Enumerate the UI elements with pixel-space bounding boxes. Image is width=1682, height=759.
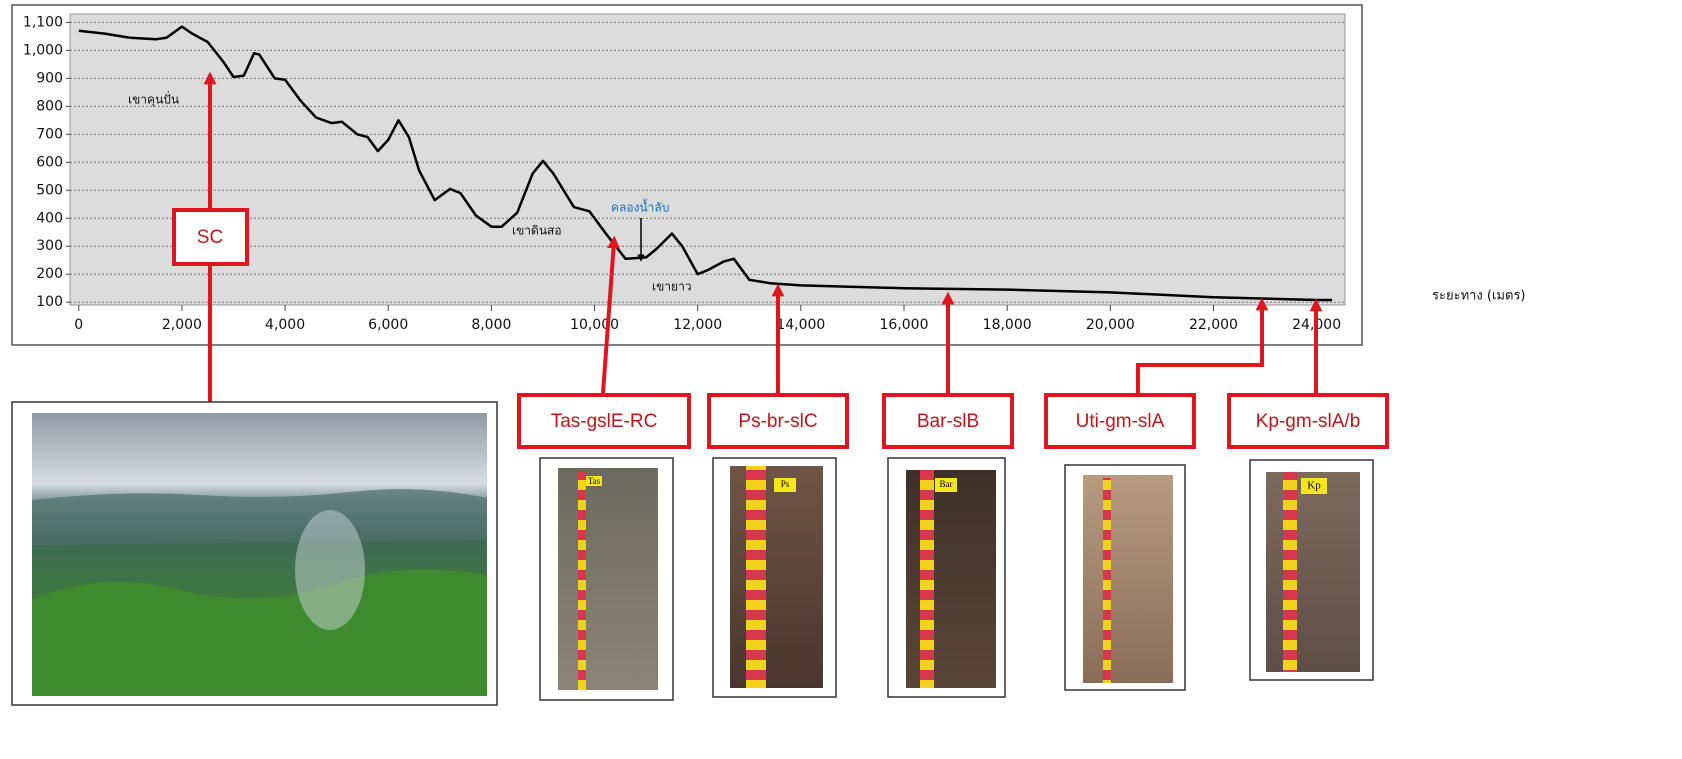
y-tick-label: 700 — [36, 126, 63, 142]
y-tick-label: 200 — [36, 266, 63, 282]
callout-box — [1044, 393, 1196, 449]
callout-label: Tas-gslE-RC — [551, 411, 658, 432]
photo-label: Kp — [1307, 480, 1321, 492]
y-tick-label: 600 — [36, 154, 63, 170]
callout-boxes — [172, 208, 1389, 449]
callout-label: Ps-br-slC — [738, 411, 817, 432]
y-tick-label: 1,000 — [23, 42, 63, 58]
annotation: เขายาว — [652, 280, 692, 294]
photo-label: Tas — [588, 476, 601, 486]
photo-label: Bar — [940, 479, 953, 489]
x-tick-label: 8,000 — [471, 317, 511, 333]
callout-box — [517, 393, 691, 449]
annotation: เขาดินสอ — [512, 224, 562, 238]
y-tick-label: 900 — [36, 70, 63, 86]
x-tick-label: 2,000 — [162, 317, 202, 333]
arrow — [601, 235, 620, 394]
x-tick-label: 10,000 — [570, 317, 619, 333]
elevation-line — [78, 25, 1333, 302]
callout-label: SC — [197, 227, 223, 248]
x-tick-label: 4,000 — [265, 317, 305, 333]
y-tick-label: 100 — [36, 294, 63, 310]
x-tick-label: 0 — [74, 317, 83, 333]
callout-box — [882, 393, 1014, 449]
callout-box — [707, 393, 849, 449]
x-axis-label: ระยะทาง (เมตร) — [1432, 289, 1526, 304]
x-tick-label: 14,000 — [776, 317, 825, 333]
callout-label: Bar-slB — [917, 411, 979, 432]
callout-box — [172, 208, 249, 266]
y-tick-label: 500 — [36, 182, 63, 198]
landscape-photo — [11, 401, 498, 706]
y-tick-label: 400 — [36, 210, 63, 226]
x-tick-label: 16,000 — [880, 317, 929, 333]
x-tick-label: 6,000 — [368, 317, 408, 333]
x-tick-label: 18,000 — [983, 317, 1032, 333]
y-tick-label: 1,100 — [23, 14, 63, 30]
y-tick-label: 300 — [36, 238, 63, 254]
callout-label: Uti-gm-slA — [1076, 411, 1165, 432]
x-tick-label: 12,000 — [673, 317, 722, 333]
callout-arrows — [203, 71, 1323, 402]
callout-box — [1227, 393, 1389, 449]
photo-label: Ps — [781, 479, 790, 489]
x-tick-label: 22,000 — [1189, 317, 1238, 333]
annotation: เขาคุนปั่น — [128, 91, 179, 108]
x-tick-label: 20,000 — [1086, 317, 1135, 333]
annotation: คลองน้ำลับ — [611, 199, 669, 215]
callout-label: Kp-gm-slA/b — [1256, 411, 1361, 432]
y-tick-label: 800 — [36, 98, 63, 114]
soil-photos: Tas Ps Bar Kp — [539, 457, 1374, 701]
plot-area — [69, 13, 1346, 306]
arrow — [1136, 297, 1269, 393]
